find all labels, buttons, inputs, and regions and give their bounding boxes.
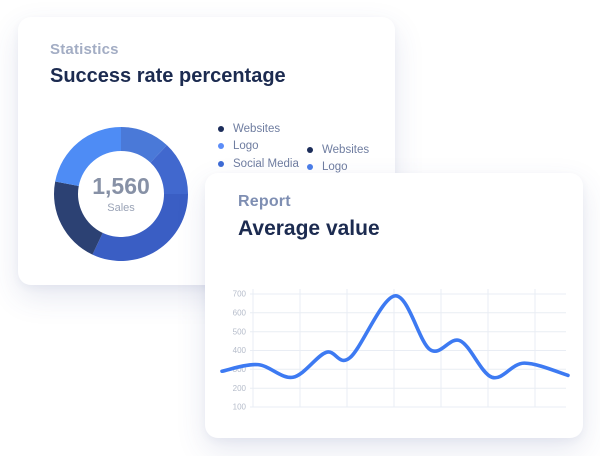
donut-segment-logo[interactable] — [55, 127, 121, 186]
line-chart: 700 600 500 400 300 200 100 — [220, 289, 570, 412]
y-axis-tick-label: 200 — [233, 384, 247, 393]
legend-dot-icon — [307, 164, 313, 171]
chart-grid: 700 600 500 400 300 200 100 — [233, 289, 566, 412]
legend-label: Social Media — [233, 157, 299, 170]
legend-dot-icon — [218, 160, 224, 167]
report-card: Report Average value 700 600 500 400 300 200 1… — [205, 173, 583, 438]
legend-label: Logo — [233, 140, 259, 153]
y-axis-tick-label: 400 — [233, 346, 247, 355]
donut-segment-websites-2[interactable] — [92, 194, 188, 261]
legend-label: Websites — [322, 143, 370, 156]
donut-legend-column-1: Websites Logo Social Media — [218, 120, 299, 173]
y-axis-tick-label: 600 — [233, 308, 247, 317]
y-axis-tick-label: 100 — [233, 403, 247, 412]
legend-item-social-media[interactable]: Social Media — [218, 155, 299, 173]
legend-item-logo[interactable]: Logo — [307, 159, 369, 177]
report-eyebrow: Report — [238, 193, 291, 210]
legend-dot-icon — [218, 143, 224, 150]
donut-segment-websites[interactable] — [54, 181, 103, 255]
statistics-eyebrow: Statistics — [50, 41, 119, 58]
donut-legend-column-2: Websites Logo — [307, 141, 369, 176]
legend-dot-icon — [218, 125, 224, 132]
donut-segment-logo-2[interactable] — [150, 145, 188, 194]
statistics-title: Success rate percentage — [50, 65, 286, 87]
y-axis-tick-label: 300 — [233, 365, 247, 374]
legend-item-logo[interactable]: Logo — [218, 138, 299, 156]
legend-item-websites[interactable]: Websites — [307, 141, 369, 159]
donut-segment-social-media[interactable] — [121, 127, 167, 163]
report-title: Average value — [238, 217, 380, 240]
donut-chart: 1,560 Sales — [51, 124, 191, 264]
legend-item-websites[interactable]: Websites — [218, 120, 299, 138]
legend-dot-icon — [307, 146, 313, 153]
legend-label: Websites — [233, 122, 281, 135]
legend-label: Logo — [322, 161, 348, 174]
donut-chart-svg — [54, 127, 188, 261]
average-value-line-series — [220, 294, 570, 380]
y-axis-tick-label: 700 — [233, 290, 247, 299]
y-axis-tick-label: 500 — [233, 327, 247, 336]
